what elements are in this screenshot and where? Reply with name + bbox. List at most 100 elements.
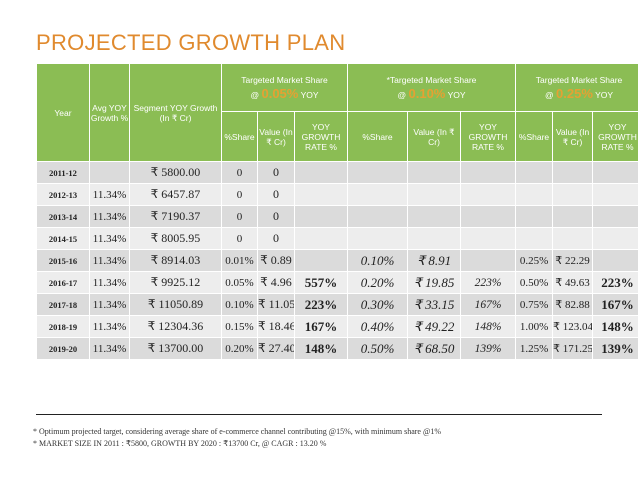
value-3-cell [552,227,594,250]
yoy-rate-2-cell [459,183,517,206]
header-share-3: %Share [515,111,554,162]
yoy-rate-3-cell: 139% [592,337,638,360]
footnote-2: * MARKET SIZE IN 2011 : ₹5800, GROWTH BY… [33,439,327,448]
yoy-rate-3-cell [592,249,638,272]
yoy-rate-1-cell: 148% [294,337,348,360]
value-1-cell: 0 [257,161,295,184]
header-yoy-rate-2: YOY GROWTH RATE % [459,111,517,162]
yoy-rate-2-cell [459,205,517,228]
yoy-rate-2-cell [459,161,517,184]
group-1-label: Targeted Market Share [241,74,328,85]
year-cell: 2019-20 [36,337,90,360]
share-3-cell: 0.50% [515,271,554,294]
table-row: 2015-16 11.34% ₹ 8914.03 0.01% ₹ 0.89 0.10% ₹ … [36,249,638,272]
value-2-cell [407,205,461,228]
value-1-cell: ₹ 27.40 [257,337,295,360]
header-share-2: %Share [347,111,408,162]
table-row: 2017-18 11.34% ₹ 11050.89 0.10% ₹ 11.05 223% 0… [36,293,638,316]
share-3-cell: 1.00% [515,315,554,338]
value-3-cell [552,161,594,184]
avg-growth-cell: 11.34% [89,183,130,206]
share-1-cell: 0.05% [221,271,258,294]
group-2-yoy: YOY [447,89,466,100]
avg-growth-cell: 11.34% [89,227,130,250]
value-1-cell: ₹ 11.05 [257,293,295,316]
group-3-yoy: YOY [595,89,614,100]
group-1-pct: 0.05% [261,85,299,101]
yoy-rate-1-cell: 223% [294,293,348,316]
group-3-label: Targeted Market Share [535,74,623,85]
value-1-cell: ₹ 18.46 [257,315,295,338]
yoy-rate-1-cell [294,227,348,250]
header-segment-growth: Segment YOY Growth (In ₹ Cr) [129,63,222,162]
value-3-cell [552,205,594,228]
share-3-cell [515,205,554,228]
header-avg-growth: Avg YOY Growth % [89,63,130,162]
share-3-cell [515,161,554,184]
segment-growth-cell: ₹ 13700.00 [129,337,222,360]
share-2-cell [347,183,408,206]
share-1-cell: 0.10% [221,293,258,316]
share-3-cell [515,183,554,206]
share-3-cell: 1.25% [515,337,554,360]
yoy-rate-3-cell: 167% [592,293,638,316]
segment-growth-cell: ₹ 5800.00 [129,161,222,184]
header-yoy-rate-3: YOY GROWTH RATE % [592,111,638,162]
value-2-cell [407,227,461,250]
header-share-1: %Share [221,111,258,162]
yoy-rate-3-cell: 148% [592,315,638,338]
value-2-cell [407,183,461,206]
avg-growth-cell: 11.34% [89,315,130,338]
group-3-at: @ [545,89,554,100]
share-2-cell: 0.40% [347,315,408,338]
segment-growth-cell: ₹ 8005.95 [129,227,222,250]
year-cell: 2018-19 [36,315,90,338]
growth-table: Year Avg YOY Growth % Segment YOY Growth… [36,63,638,360]
header-group-3: Targeted Market Share @ 0.25% YOY [515,63,638,112]
value-3-cell: ₹ 49.63 [552,271,594,294]
table-row: 2012-13 11.34% ₹ 6457.87 0 0 [36,183,638,206]
yoy-rate-1-cell [294,249,348,272]
avg-growth-cell: 11.34% [89,205,130,228]
yoy-rate-3-cell [592,227,638,250]
yoy-rate-2-cell: 223% [459,271,517,294]
header-year: Year [36,63,90,162]
group-3-pct: 0.25% [556,85,593,101]
yoy-rate-3-cell [592,161,638,184]
share-2-cell [347,161,408,184]
value-2-cell [407,161,461,184]
header-value-1: Value (In ₹ Cr) [257,111,295,162]
segment-growth-cell: ₹ 7190.37 [129,205,222,228]
header-group-2: *Targeted Market Share @ 0.10% YOY [346,63,517,112]
segment-growth-cell: ₹ 12304.36 [129,315,222,338]
avg-growth-cell: 11.34% [89,337,130,360]
header-value-3: Value (In ₹ Cr) [552,111,594,162]
year-cell: 2015-16 [36,249,90,272]
share-1-cell: 0 [221,227,258,250]
yoy-rate-3-cell [592,183,638,206]
segment-growth-cell: ₹ 6457.87 [129,183,222,206]
table-row: 2011-12 ₹ 5800.00 0 0 [36,161,638,184]
group-2-at: @ [397,89,407,100]
header-group-1: Targeted Market Share @ 0.05% YOY [221,63,348,112]
yoy-rate-3-cell: 223% [592,271,638,294]
value-2-cell: ₹ 8.91 [407,249,461,272]
value-3-cell: ₹ 22.29 [552,249,594,272]
value-2-cell: ₹ 49.22 [407,315,461,338]
table-row: 2019-20 11.34% ₹ 13700.00 0.20% ₹ 27.40 148% 0… [36,337,638,360]
share-1-cell: 0.20% [221,337,258,360]
table-row: 2018-19 11.34% ₹ 12304.36 0.15% ₹ 18.46 167% 0… [36,315,638,338]
share-1-cell: 0.15% [221,315,258,338]
group-2-label: *Targeted Market Share [386,74,477,85]
share-1-cell: 0 [221,205,258,228]
segment-growth-cell: ₹ 11050.89 [129,293,222,316]
share-1-cell: 0 [221,161,258,184]
value-1-cell: ₹ 4.96 [257,271,295,294]
share-2-cell: 0.10% [347,249,408,272]
share-2-cell [347,205,408,228]
value-2-cell: ₹ 68.50 [407,337,461,360]
share-2-cell: 0.50% [347,337,408,360]
header-value-2: Value (In ₹ Cr) [407,111,461,162]
page-title: PROJECTED GROWTH PLAN [36,30,346,55]
value-2-cell: ₹ 19.85 [407,271,461,294]
